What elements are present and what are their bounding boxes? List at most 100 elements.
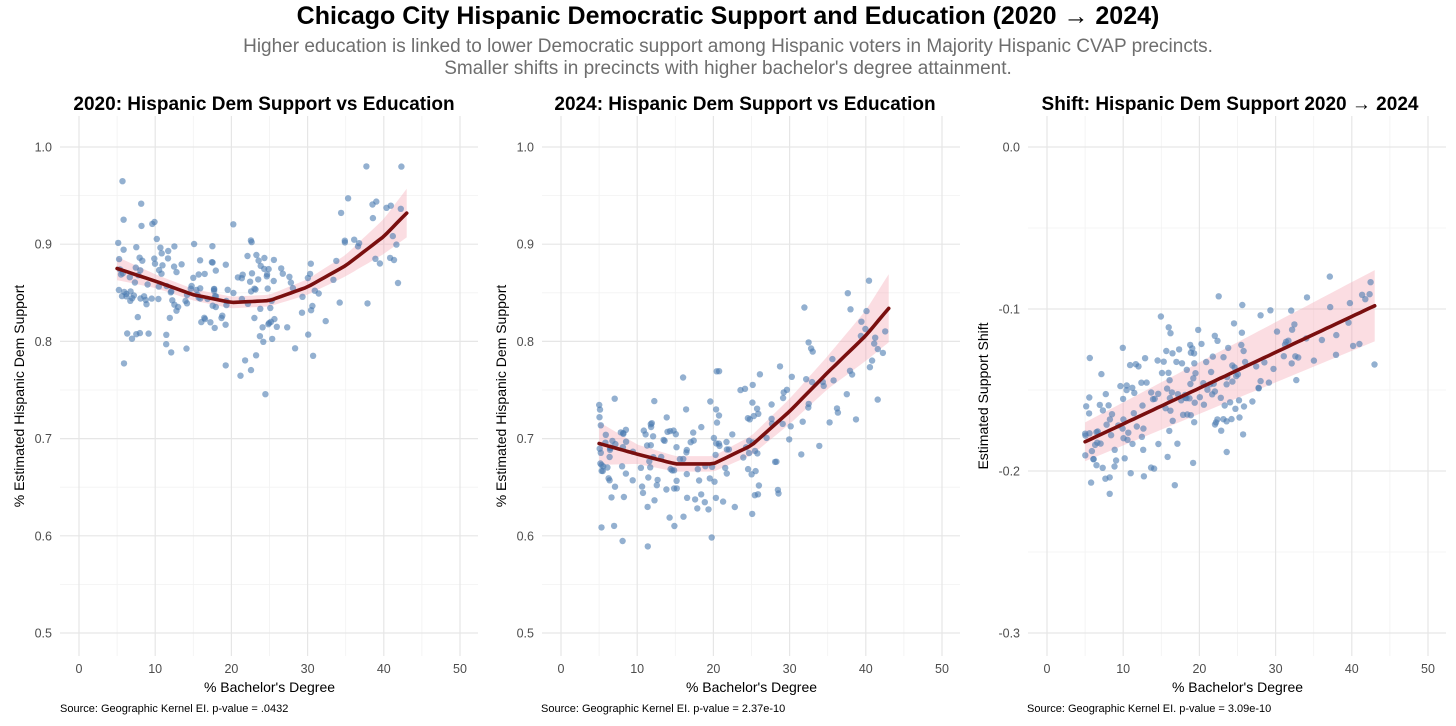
scatter-point [1225,344,1232,352]
scatter-point [183,345,190,352]
y-axis-label: % Estimated Hispanic Dem Support [493,285,509,508]
scatter-point [173,307,180,314]
x-tick-label: 0 [558,662,565,676]
scatter-point [376,260,384,267]
scatter-point [1143,379,1150,386]
scatter-point [224,286,231,293]
scatter-point [846,367,854,374]
scatter-point [749,399,756,406]
scatter-point [337,209,345,217]
scatter-point [1371,361,1378,368]
scatter-point [882,328,889,335]
scatter-point [639,489,647,497]
scatter-point [136,254,143,261]
scatter-point [779,394,787,402]
scatter-point [872,334,879,341]
y-axis-label: % Estimated Hispanic Dem Support [11,285,27,508]
scatter-point [1190,375,1197,382]
scatter-point [132,264,139,271]
scatter-point [1130,410,1138,417]
scatter-point [1165,369,1172,376]
scatter-point [1200,401,1208,408]
scatter-point [115,286,123,294]
scatter-point [166,314,173,322]
scatter-point [1106,416,1114,423]
scatter-point [799,418,806,425]
scatter-point [1295,354,1302,361]
scatter-point [643,442,651,449]
scatter-point [238,275,245,282]
scatter-point [1085,410,1093,417]
x-tick-label: 40 [377,662,391,676]
scatter-point [809,348,816,355]
scatter-point [305,331,312,338]
y-tick-label: 0.6 [517,529,534,543]
scatter-point [1178,360,1186,367]
scatter-point [749,510,756,518]
scatter-point [1198,340,1205,348]
scatter-point [1119,395,1127,403]
scatter-point [645,474,652,481]
scatter-point [168,288,175,295]
scatter-point [805,400,812,408]
scatter-point [1112,457,1120,464]
scatter-point [654,476,661,484]
scatter-point [195,271,202,278]
scatter-point [602,431,609,438]
scatter-point [787,423,794,430]
scatter-point [647,464,654,471]
x-tick-label: 10 [148,662,162,676]
scatter-point [663,414,670,421]
scatter-point [705,506,712,513]
scatter-point [309,352,317,359]
scatter-point [1223,448,1230,456]
scatter-point [622,470,630,477]
scatter-point [1094,428,1101,435]
scatter-point [1261,359,1268,366]
scatter-point [1090,455,1097,463]
scatter-point [775,490,782,497]
scatter-point [265,265,272,273]
scatter-point [1154,357,1161,364]
scatter-point [257,262,264,270]
scatter-point [307,307,315,314]
scatter-point [1123,382,1130,389]
scatter-point [713,419,721,426]
scatter-point [640,427,647,434]
scatter-point [1288,360,1295,367]
scatter-point [1096,401,1104,409]
scatter-point [126,274,133,281]
scatter-point [604,464,611,471]
scatter-point [746,416,753,423]
scatter-point [163,331,170,338]
scatter-point [660,436,667,444]
x-tick-label: 30 [783,662,797,676]
scatter-point [244,252,251,260]
source-note: Source: Geographic Kernel EI. p-value = … [541,703,785,715]
scatter-point [178,261,185,268]
y-tick-label: 0.0 [1003,141,1020,155]
scatter-point [606,453,613,461]
scatter-point [1140,425,1147,432]
scatter-point [1238,341,1245,349]
scatter-point [140,293,148,300]
scatter-point [1239,431,1247,438]
scatter-point [1241,358,1249,366]
scatter-point [1117,382,1124,390]
scatter-point [833,405,841,412]
scatter-point [1105,402,1112,409]
scatter-point [1147,464,1155,471]
scatter-point [649,433,657,440]
scatter-point [1190,350,1198,357]
scatter-point [1086,354,1094,362]
scatter-point [222,321,229,328]
scatter-point [1121,455,1128,462]
scatter-point [746,437,753,444]
scatter-point [255,276,262,283]
scatter-point [133,244,140,251]
scatter-point [151,255,158,262]
scatter-point [237,372,244,379]
scatter-point [647,421,654,428]
scatter-point [1160,358,1167,365]
scatter-point [207,319,214,326]
